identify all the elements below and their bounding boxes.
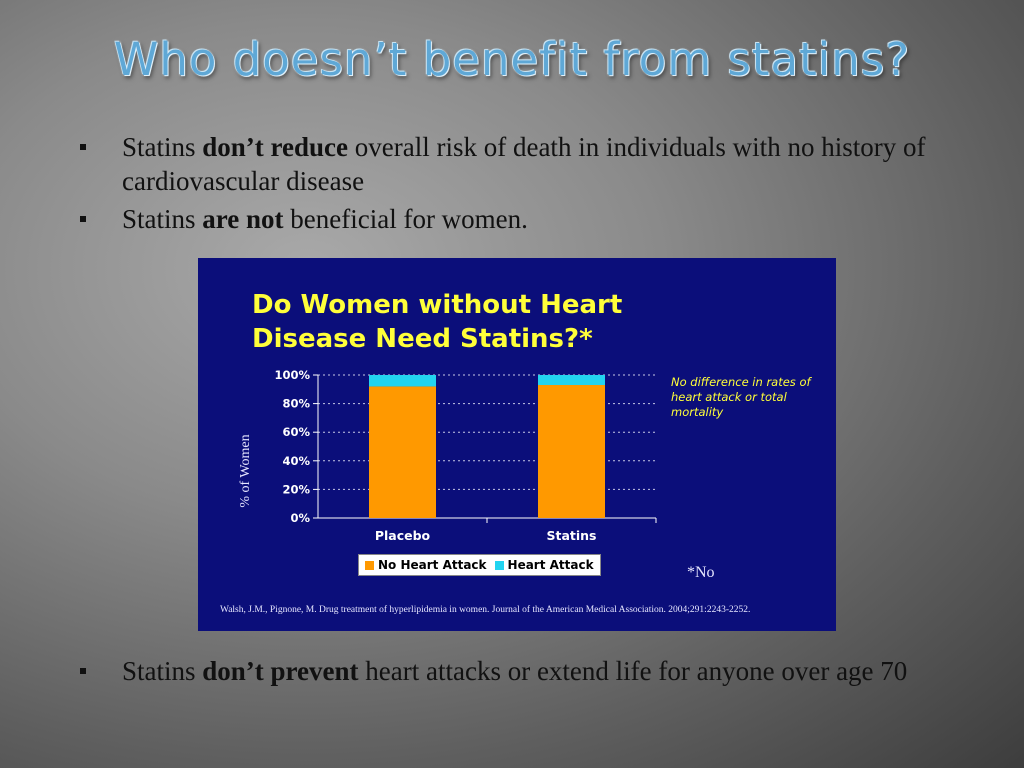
bullet-square-icon	[80, 668, 86, 674]
legend-entry: Heart Attack	[494, 558, 594, 572]
y-tick-label: 20%	[282, 482, 310, 496]
chart-citation: Walsh, J.M., Pignone, M. Drug treatment …	[220, 605, 751, 615]
slide-title: Who doesn’t benefit from statins?	[113, 33, 911, 86]
x-tick-label: Placebo	[375, 528, 431, 543]
legend-swatch	[494, 560, 504, 570]
bullet-square-icon	[80, 144, 86, 150]
legend-entry: No Heart Attack	[365, 558, 487, 572]
bar-segment	[369, 375, 436, 387]
bar-segment	[369, 386, 436, 518]
y-tick-label: 40%	[282, 454, 310, 468]
bullet-emphasis: don’t reduce	[202, 132, 349, 162]
bullet-square-icon	[80, 216, 86, 222]
bullet-item: Statins don’t prevent heart attacks or e…	[78, 654, 978, 688]
bullet-item: Statins are not beneficial for women.	[78, 202, 978, 236]
bullet-emphasis: are not	[202, 204, 284, 234]
bar-chart: 0% 20% 40% 60% 80% 100% Placebo Statins	[274, 368, 657, 543]
y-tick-label: 100%	[274, 368, 310, 382]
y-tick-label: 80%	[282, 397, 310, 411]
y-tick-label: 60%	[282, 425, 310, 439]
bullet-item: Statins don’t reduce overall risk of dea…	[78, 130, 978, 198]
chart-annotation: No difference in rates of heart attack o…	[671, 375, 811, 419]
chart-figure: Do Women without Heart Disease Need Stat…	[198, 258, 836, 631]
chart-legend: No Heart Attack Heart Attack	[358, 554, 601, 576]
bar-segment	[538, 375, 605, 386]
chart-footnote: *No	[687, 564, 715, 581]
bullet-list-bottom: Statins don’t prevent heart attacks or e…	[78, 654, 978, 692]
chart-title: Do Women without Heart Disease Need Stat…	[252, 290, 623, 354]
x-tick-label: Statins	[546, 528, 596, 543]
legend-swatch	[365, 560, 374, 570]
y-tick-label: 0%	[290, 511, 310, 525]
bar-segment	[538, 385, 605, 518]
bullet-emphasis: don’t prevent	[202, 656, 359, 686]
bullet-list-top: Statins don’t reduce overall risk of dea…	[78, 130, 978, 240]
